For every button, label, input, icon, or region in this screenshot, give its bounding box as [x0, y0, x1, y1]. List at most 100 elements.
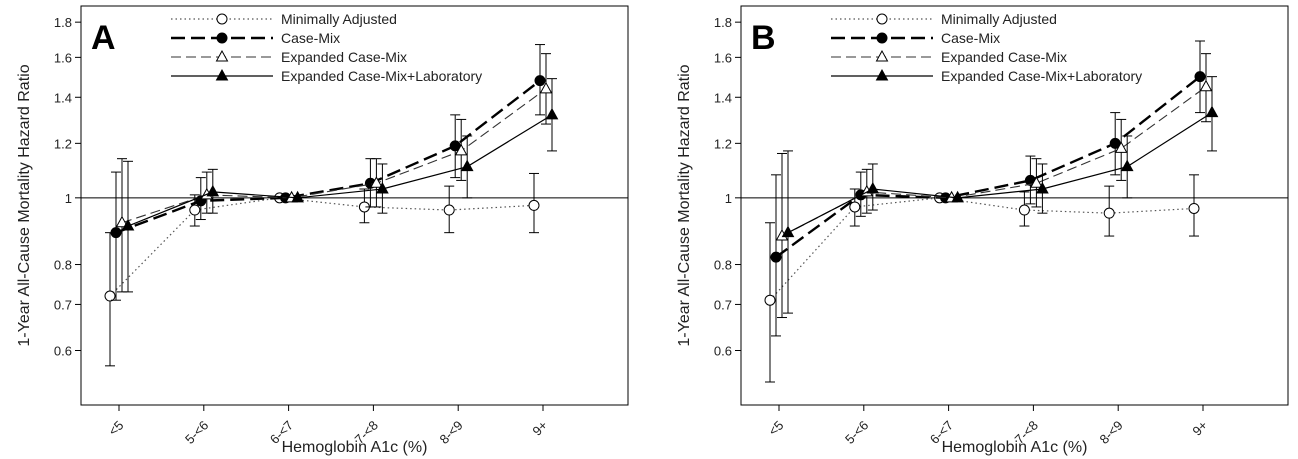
data-point: [1199, 79, 1213, 92]
legend-marker: [215, 68, 229, 81]
x-tick-label: <5: [765, 418, 786, 439]
legend-item-1: Minimally Adjusted: [171, 11, 397, 27]
y-tick-label: 1.8: [54, 15, 72, 30]
legend-label: Expanded Case-Mix: [281, 49, 407, 65]
legend: Minimally Adjusted Case-Mix Expanded Case-…: [171, 11, 482, 84]
data-point: [104, 290, 116, 302]
legend-marker: [216, 32, 228, 44]
chart-panel-a: 0.60.70.811.21.41.61.8<5 5-<6 6-<7 7-<8 8-<9…: [16, 5, 629, 456]
series-line: [121, 88, 547, 224]
data-point: [370, 176, 383, 188]
data-point: [115, 215, 129, 228]
data-point: [189, 204, 201, 216]
series-line: [109, 197, 535, 297]
panel-letter: A: [91, 19, 116, 57]
series-line: [775, 75, 1201, 259]
legend-marker: [215, 49, 229, 62]
series-2: [770, 40, 1206, 337]
y-tick-label: 1: [725, 191, 732, 206]
legend-label: Expanded Case-Mix: [941, 49, 1067, 65]
legend-item-4: Expanded Case-Mix+Laboratory: [171, 68, 482, 84]
panel-letter: B: [751, 19, 776, 57]
x-tick-label: 8-<9: [1096, 418, 1125, 447]
y-tick-label: 1.6: [714, 50, 732, 65]
data-point: [534, 75, 546, 87]
legend-label: Minimally Adjusted: [281, 11, 397, 27]
legend-label: Expanded Case-Mix+Laboratory: [281, 68, 482, 84]
series-4: [121, 78, 559, 293]
data-point: [545, 107, 559, 120]
x-tick-label: <5: [105, 418, 126, 439]
data-point: [1205, 105, 1219, 118]
y-axis-title: 1-Year All-Cause Mortality Hazard Ratio: [676, 64, 693, 346]
data-point: [1114, 141, 1128, 153]
legend-marker: [216, 13, 228, 25]
data-point: [1030, 176, 1043, 188]
legend-marker: [875, 68, 889, 81]
data-point: [764, 294, 776, 306]
data-point: [460, 159, 474, 172]
legend-item-4: Expanded Case-Mix+Laboratory: [831, 68, 1142, 84]
data-point: [528, 199, 540, 211]
data-point: [1036, 181, 1049, 194]
plot-frame: [80, 5, 629, 406]
legend-item-2: Case-Mix: [171, 30, 340, 46]
y-tick-label: 0.8: [714, 258, 732, 273]
data-point: [539, 81, 553, 94]
series-line: [769, 197, 1195, 301]
x-tick-label: 8-<9: [436, 418, 465, 447]
y-tick-label: 1.6: [54, 50, 72, 65]
legend-item-3: Expanded Case-Mix: [171, 49, 407, 65]
y-tick-label: 1.4: [714, 90, 732, 105]
y-tick-label: 1: [65, 191, 72, 206]
series-4: [781, 76, 1219, 314]
data-point: [1018, 204, 1030, 216]
data-point: [121, 218, 135, 231]
data-point: [1120, 159, 1134, 172]
x-axis-title: Hemoglobin A1c (%): [942, 439, 1088, 456]
series-1: [104, 172, 540, 367]
data-point: [291, 190, 304, 203]
data-point: [376, 181, 389, 194]
legend-item-3: Expanded Case-Mix: [831, 49, 1067, 65]
data-point: [1103, 207, 1115, 219]
series-line: [781, 86, 1207, 237]
data-point: [110, 227, 122, 239]
chart-panel-b: 0.60.70.811.21.41.61.8<5 5-<6 6-<7 7-<8 8-<9…: [676, 5, 1289, 456]
legend-marker: [876, 32, 888, 44]
series-line: [787, 112, 1213, 234]
y-tick-label: 1.2: [54, 136, 72, 151]
series-3: [115, 53, 553, 293]
data-point: [849, 201, 861, 213]
y-axis-title: 1-Year All-Cause Mortality Hazard Ratio: [16, 64, 33, 346]
y-tick-label: 0.6: [714, 344, 732, 359]
series-line: [115, 79, 541, 234]
x-tick-label: 9+: [529, 418, 550, 439]
legend-label: Case-Mix: [281, 30, 340, 46]
data-point: [866, 181, 880, 194]
legend-label: Minimally Adjusted: [941, 11, 1057, 27]
legend-marker: [875, 49, 889, 62]
x-axis-title: Hemoglobin A1c (%): [282, 439, 428, 456]
y-tick-label: 0.8: [54, 258, 72, 273]
data-point: [770, 251, 782, 263]
plot-frame: [740, 5, 1289, 406]
series-1: [764, 174, 1200, 383]
data-point: [951, 190, 964, 203]
y-tick-label: 0.7: [714, 297, 732, 312]
y-tick-label: 1.4: [54, 90, 72, 105]
series-line: [127, 114, 553, 227]
y-tick-label: 0.6: [54, 344, 72, 359]
legend-item-2: Case-Mix: [831, 30, 1000, 46]
data-point: [206, 184, 220, 197]
x-tick-label: 9+: [1189, 418, 1210, 439]
y-tick-label: 0.7: [54, 297, 72, 312]
legend-marker: [876, 13, 888, 25]
legend-label: Expanded Case-Mix+Laboratory: [941, 68, 1142, 84]
data-point: [454, 143, 468, 156]
x-tick-label: 5-<6: [842, 418, 871, 447]
legend-label: Case-Mix: [941, 30, 1000, 46]
data-point: [1194, 71, 1206, 83]
y-tick-label: 1.8: [714, 15, 732, 30]
